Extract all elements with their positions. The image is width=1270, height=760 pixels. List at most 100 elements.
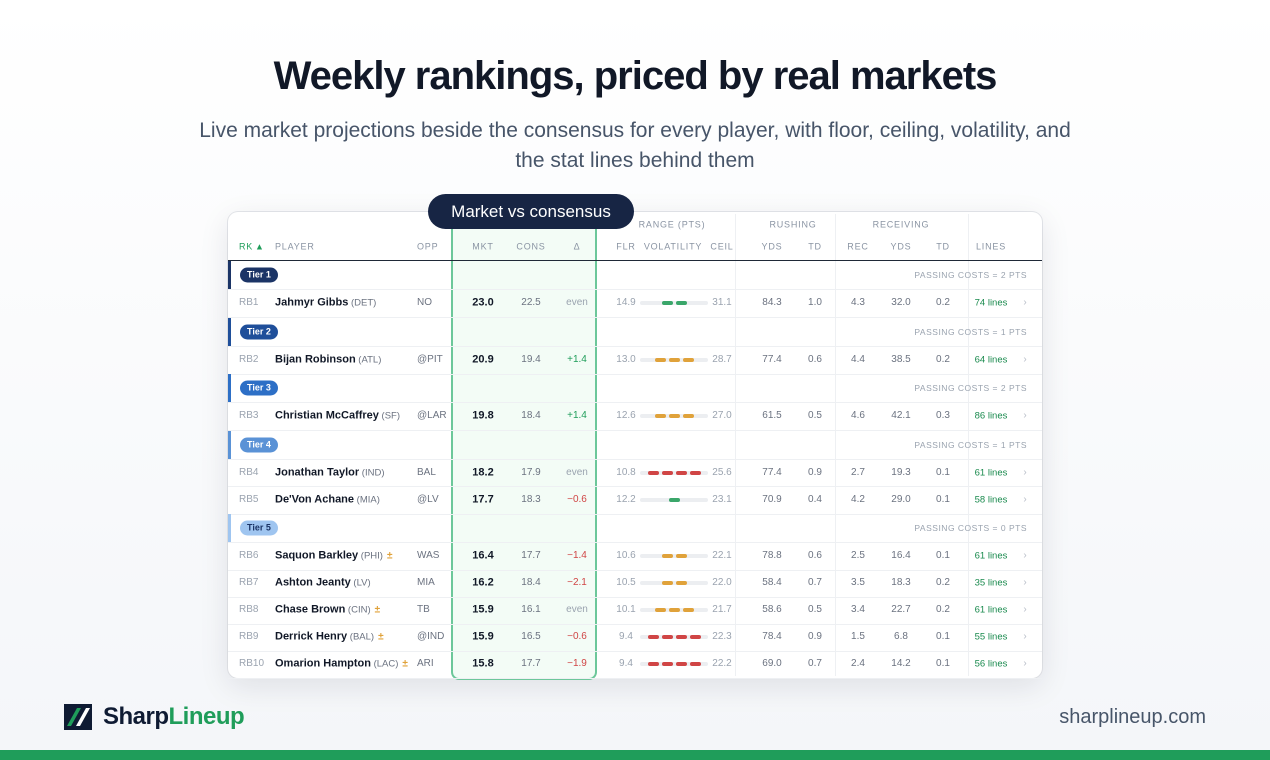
tier-accent (228, 374, 231, 402)
rec-yds: 18.3 (891, 577, 911, 588)
row-chevron[interactable]: › (1023, 353, 1027, 365)
row-chevron[interactable]: › (1023, 604, 1027, 615)
rec-td: 0.1 (936, 631, 950, 642)
volatility-segment (661, 581, 673, 585)
rush-yds: 58.6 (762, 604, 782, 615)
headline: Weekly rankings, priced by real markets (273, 54, 998, 98)
rec-yds: 19.3 (891, 466, 911, 478)
tier-accent (228, 514, 231, 542)
player-team: (SF) (378, 410, 401, 422)
volatility-segment (689, 470, 701, 475)
cons: 18.3 (521, 493, 541, 505)
row-chevron[interactable]: › (1023, 577, 1027, 588)
opp: @LAR (417, 410, 447, 421)
rush-yds: 78.4 (762, 631, 782, 642)
flr: 12.2 (616, 493, 636, 505)
rec-yds: 38.5 (891, 353, 911, 365)
rush-yds: 77.4 (762, 466, 782, 478)
mkt: 18.2 (472, 466, 494, 478)
player-team: (PHI) (358, 550, 383, 562)
row-chevron[interactable]: › (1023, 410, 1027, 421)
row-divider (228, 373, 1042, 375)
rec: 1.5 (851, 631, 865, 642)
delta: even (566, 604, 588, 615)
cons: 16.1 (521, 604, 541, 615)
flr: 9.4 (619, 631, 633, 642)
flr: 10.1 (616, 604, 636, 615)
rec: 4.6 (851, 410, 865, 421)
volatility-segment (661, 470, 673, 475)
player-name: Ashton Jeanty (LV) (275, 576, 371, 589)
mkt: 15.8 (472, 657, 494, 670)
volatility-segment (682, 414, 694, 418)
column-header: TD (808, 241, 822, 252)
market-highlight (451, 226, 597, 680)
volatility-segment (647, 635, 659, 639)
volatility-segment (689, 635, 701, 639)
player-name: Jahmyr Gibbs (DET) (275, 296, 377, 309)
rank: RB5 (239, 493, 259, 505)
ceil: 22.1 (712, 550, 732, 561)
row-divider (228, 678, 1042, 679)
row-divider (228, 596, 1042, 598)
column-header: YDS (761, 241, 783, 252)
mkt: 16.4 (472, 549, 494, 562)
row-chevron[interactable]: › (1023, 550, 1027, 561)
player-name: Jonathan Taylor (IND) (275, 466, 385, 478)
rush-yds: 84.3 (762, 297, 782, 308)
row-chevron[interactable]: › (1023, 658, 1027, 669)
column-header: REC (847, 241, 869, 252)
logo-icon (64, 704, 92, 730)
site-url[interactable]: sharplineup.com (1059, 706, 1206, 728)
rec-yds: 22.7 (891, 604, 911, 615)
lines: 56 lines (974, 658, 1008, 670)
delta: +1.4 (567, 353, 587, 365)
rec-yds: 29.0 (891, 493, 911, 505)
volatility-segment (675, 581, 687, 585)
mkt: 19.8 (472, 409, 494, 422)
rec: 2.4 (851, 658, 865, 669)
opp: @LV (417, 493, 439, 505)
volatility-segment (654, 414, 666, 418)
opp: @PIT (417, 353, 443, 365)
opp: @IND (417, 631, 445, 642)
rank: RB2 (239, 353, 259, 365)
group-header: RECEIVING (872, 219, 930, 230)
flr: 12.6 (616, 410, 636, 421)
volatility-segment (682, 608, 694, 612)
tier-badge: Tier 2 (240, 324, 278, 339)
row-chevron[interactable]: › (1023, 631, 1027, 642)
rec: 3.4 (851, 604, 865, 615)
lines: 58 lines (974, 493, 1008, 505)
tier-note: PASSING COSTS = 0 PTS (914, 522, 1027, 533)
player-team: (LV) (350, 577, 371, 589)
row-chevron[interactable]: › (1023, 493, 1027, 505)
ceil: 22.3 (712, 631, 732, 642)
cons: 22.5 (521, 297, 541, 308)
player-flag: ± (374, 604, 381, 616)
player-flag: ± (402, 658, 408, 670)
row-divider (228, 458, 1042, 460)
player-team: (IND) (359, 467, 385, 478)
rec: 4.2 (851, 493, 865, 505)
brand-b: Lineup (168, 703, 245, 730)
cons: 18.4 (521, 577, 541, 588)
rec-td: 0.1 (936, 466, 950, 478)
volatility-segment (675, 470, 687, 475)
ceil: 25.6 (712, 466, 732, 478)
row-divider (228, 513, 1042, 515)
mkt: 23.0 (472, 296, 494, 309)
row-divider (228, 345, 1042, 347)
tier-note: PASSING COSTS = 2 PTS (914, 269, 1027, 280)
rush-td: 0.9 (808, 631, 822, 642)
rank: RB7 (239, 577, 259, 588)
rush-td: 0.6 (808, 550, 822, 561)
player-team: (BAL) (347, 631, 375, 643)
row-chevron[interactable]: › (1023, 297, 1027, 308)
row-chevron[interactable]: › (1023, 466, 1027, 478)
rec-yds: 42.1 (891, 410, 911, 421)
flr: 10.6 (616, 550, 636, 561)
volatility-segment (661, 635, 673, 639)
player-name: Saquon Barkley (PHI) ± (275, 549, 393, 562)
